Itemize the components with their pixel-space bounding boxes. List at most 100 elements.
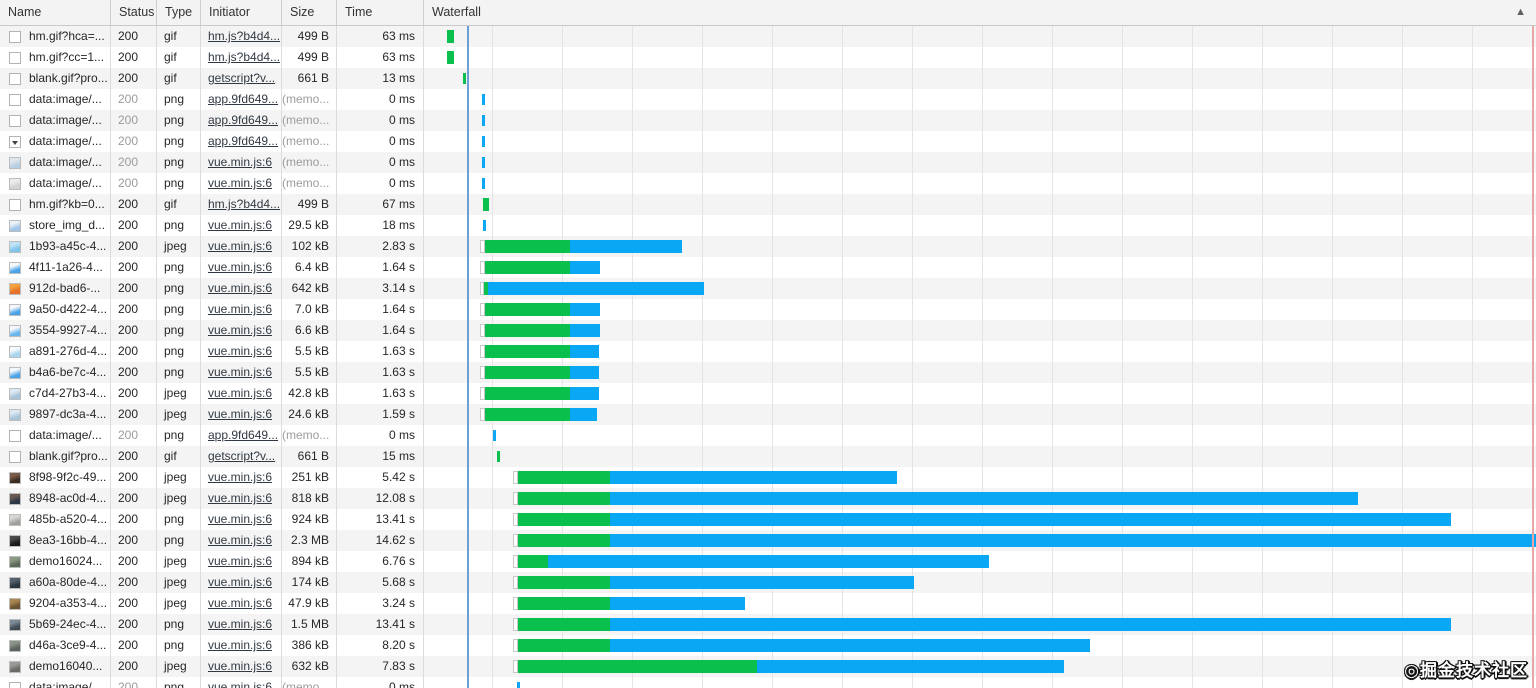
waterfall-cell[interactable] [424, 68, 1536, 89]
name-cell[interactable]: a891-276d-4... [0, 341, 111, 362]
name-cell[interactable]: 3554-9927-4... [0, 320, 111, 341]
table-row[interactable]: data:image/... 200 png app.9fd649... (me… [0, 110, 1536, 131]
initiator-link[interactable]: vue.min.js:6 [208, 386, 273, 400]
table-row[interactable]: data:image/... 200 png vue.min.js:6 (mem… [0, 152, 1536, 173]
column-header-name[interactable]: Name [0, 0, 111, 26]
name-cell[interactable]: data:image/... [0, 152, 111, 173]
waterfall-cell[interactable] [424, 509, 1536, 530]
scroll-up-arrow-icon[interactable]: ▲ [1515, 6, 1526, 18]
waterfall-cell[interactable] [424, 152, 1536, 173]
waterfall-cell[interactable] [424, 89, 1536, 110]
table-row[interactable]: 8f98-9f2c-49... 200 jpeg vue.min.js:6 25… [0, 467, 1536, 488]
name-cell[interactable]: 9a50-d422-4... [0, 299, 111, 320]
initiator-link[interactable]: app.9fd649... [208, 92, 279, 106]
waterfall-cell[interactable] [424, 173, 1536, 194]
initiator-link[interactable]: vue.min.js:6 [208, 281, 273, 295]
initiator-link[interactable]: vue.min.js:6 [208, 680, 273, 688]
name-cell[interactable]: data:image/... [0, 110, 111, 131]
waterfall-cell[interactable] [424, 572, 1536, 593]
waterfall-cell[interactable] [424, 341, 1536, 362]
column-header-size[interactable]: Size [282, 0, 337, 26]
table-row[interactable]: 485b-a520-4... 200 png vue.min.js:6 924 … [0, 509, 1536, 530]
table-row[interactable]: store_img_d... 200 png vue.min.js:6 29.5… [0, 215, 1536, 236]
table-row[interactable]: a891-276d-4... 200 png vue.min.js:6 5.5 … [0, 341, 1536, 362]
waterfall-cell[interactable] [424, 446, 1536, 467]
waterfall-cell[interactable] [424, 467, 1536, 488]
initiator-link[interactable]: vue.min.js:6 [208, 260, 273, 274]
name-cell[interactable]: data:image/... [0, 425, 111, 446]
initiator-link[interactable]: hm.js?b4d4... [208, 50, 281, 64]
table-row[interactable]: data:image/... 200 png app.9fd649... (me… [0, 425, 1536, 446]
table-row[interactable]: b4a6-be7c-4... 200 png vue.min.js:6 5.5 … [0, 362, 1536, 383]
name-cell[interactable]: a60a-80de-4... [0, 572, 111, 593]
table-row[interactable]: data:image/... 200 png vue.min.js:6 (mem… [0, 173, 1536, 194]
initiator-link[interactable]: vue.min.js:6 [208, 617, 273, 631]
name-cell[interactable]: data:image/... [0, 677, 111, 688]
initiator-link[interactable]: vue.min.js:6 [208, 575, 273, 589]
table-row[interactable]: 1b93-a45c-4... 200 jpeg vue.min.js:6 102… [0, 236, 1536, 257]
waterfall-cell[interactable] [424, 215, 1536, 236]
initiator-link[interactable]: vue.min.js:6 [208, 407, 273, 421]
waterfall-cell[interactable] [424, 236, 1536, 257]
waterfall-cell[interactable] [424, 194, 1536, 215]
waterfall-cell[interactable] [424, 593, 1536, 614]
table-row[interactable]: hm.gif?cc=1... 200 gif hm.js?b4d4... 499… [0, 47, 1536, 68]
initiator-link[interactable]: app.9fd649... [208, 428, 279, 442]
table-row[interactable]: hm.gif?kb=0... 200 gif hm.js?b4d4... 499… [0, 194, 1536, 215]
table-row[interactable]: data:image/... 200 png vue.min.js:6 (mem… [0, 677, 1536, 688]
table-row[interactable]: demo16024... 200 jpeg vue.min.js:6 894 k… [0, 551, 1536, 572]
column-header-type[interactable]: Type [157, 0, 201, 26]
name-cell[interactable]: data:image/... [0, 173, 111, 194]
table-row[interactable]: hm.gif?hca=... 200 gif hm.js?b4d4... 499… [0, 26, 1536, 47]
name-cell[interactable]: store_img_d... [0, 215, 111, 236]
column-header-status[interactable]: Status [111, 0, 157, 26]
initiator-link[interactable]: getscript?v... [208, 449, 276, 463]
initiator-link[interactable]: vue.min.js:6 [208, 155, 273, 169]
column-header-initiator[interactable]: Initiator [201, 0, 282, 26]
name-cell[interactable]: hm.gif?cc=1... [0, 47, 111, 68]
table-row[interactable]: blank.gif?pro... 200 gif getscript?v... … [0, 446, 1536, 467]
table-row[interactable]: data:image/... 200 png app.9fd649... (me… [0, 89, 1536, 110]
waterfall-cell[interactable] [424, 677, 1536, 688]
initiator-link[interactable]: vue.min.js:6 [208, 218, 273, 232]
waterfall-cell[interactable] [424, 383, 1536, 404]
column-header-time[interactable]: Time [337, 0, 424, 26]
initiator-link[interactable]: app.9fd649... [208, 134, 279, 148]
initiator-link[interactable]: vue.min.js:6 [208, 596, 273, 610]
initiator-link[interactable]: vue.min.js:6 [208, 323, 273, 337]
waterfall-cell[interactable] [424, 656, 1536, 677]
waterfall-cell[interactable] [424, 551, 1536, 572]
table-row[interactable]: d46a-3ce9-4... 200 png vue.min.js:6 386 … [0, 635, 1536, 656]
name-cell[interactable]: 1b93-a45c-4... [0, 236, 111, 257]
table-row[interactable]: 912d-bad6-... 200 png vue.min.js:6 642 k… [0, 278, 1536, 299]
table-row[interactable]: 5b69-24ec-4... 200 png vue.min.js:6 1.5 … [0, 614, 1536, 635]
waterfall-cell[interactable] [424, 257, 1536, 278]
table-row[interactable]: 4f11-1a26-4... 200 png vue.min.js:6 6.4 … [0, 257, 1536, 278]
initiator-link[interactable]: vue.min.js:6 [208, 659, 273, 673]
initiator-link[interactable]: vue.min.js:6 [208, 239, 273, 253]
initiator-link[interactable]: vue.min.js:6 [208, 344, 273, 358]
table-row[interactable]: 8948-ac0d-4... 200 jpeg vue.min.js:6 818… [0, 488, 1536, 509]
name-cell[interactable]: demo16040... [0, 656, 111, 677]
name-cell[interactable]: blank.gif?pro... [0, 68, 111, 89]
waterfall-cell[interactable] [424, 278, 1536, 299]
waterfall-cell[interactable] [424, 320, 1536, 341]
waterfall-cell[interactable] [424, 404, 1536, 425]
initiator-link[interactable]: hm.js?b4d4... [208, 197, 281, 211]
name-cell[interactable]: 8948-ac0d-4... [0, 488, 111, 509]
table-row[interactable]: 8ea3-16bb-4... 200 png vue.min.js:6 2.3 … [0, 530, 1536, 551]
initiator-link[interactable]: app.9fd649... [208, 113, 279, 127]
table-row[interactable]: c7d4-27b3-4... 200 jpeg vue.min.js:6 42.… [0, 383, 1536, 404]
waterfall-cell[interactable] [424, 299, 1536, 320]
name-cell[interactable]: demo16024... [0, 551, 111, 572]
table-row[interactable]: 9897-dc3a-4... 200 jpeg vue.min.js:6 24.… [0, 404, 1536, 425]
initiator-link[interactable]: vue.min.js:6 [208, 533, 273, 547]
column-header-waterfall[interactable]: Waterfall [432, 5, 481, 19]
table-row[interactable]: 9a50-d422-4... 200 png vue.min.js:6 7.0 … [0, 299, 1536, 320]
name-cell[interactable]: data:image/... [0, 131, 111, 152]
name-cell[interactable]: 485b-a520-4... [0, 509, 111, 530]
name-cell[interactable]: data:image/... [0, 89, 111, 110]
initiator-link[interactable]: vue.min.js:6 [208, 302, 273, 316]
waterfall-cell[interactable] [424, 131, 1536, 152]
initiator-link[interactable]: vue.min.js:6 [208, 491, 273, 505]
